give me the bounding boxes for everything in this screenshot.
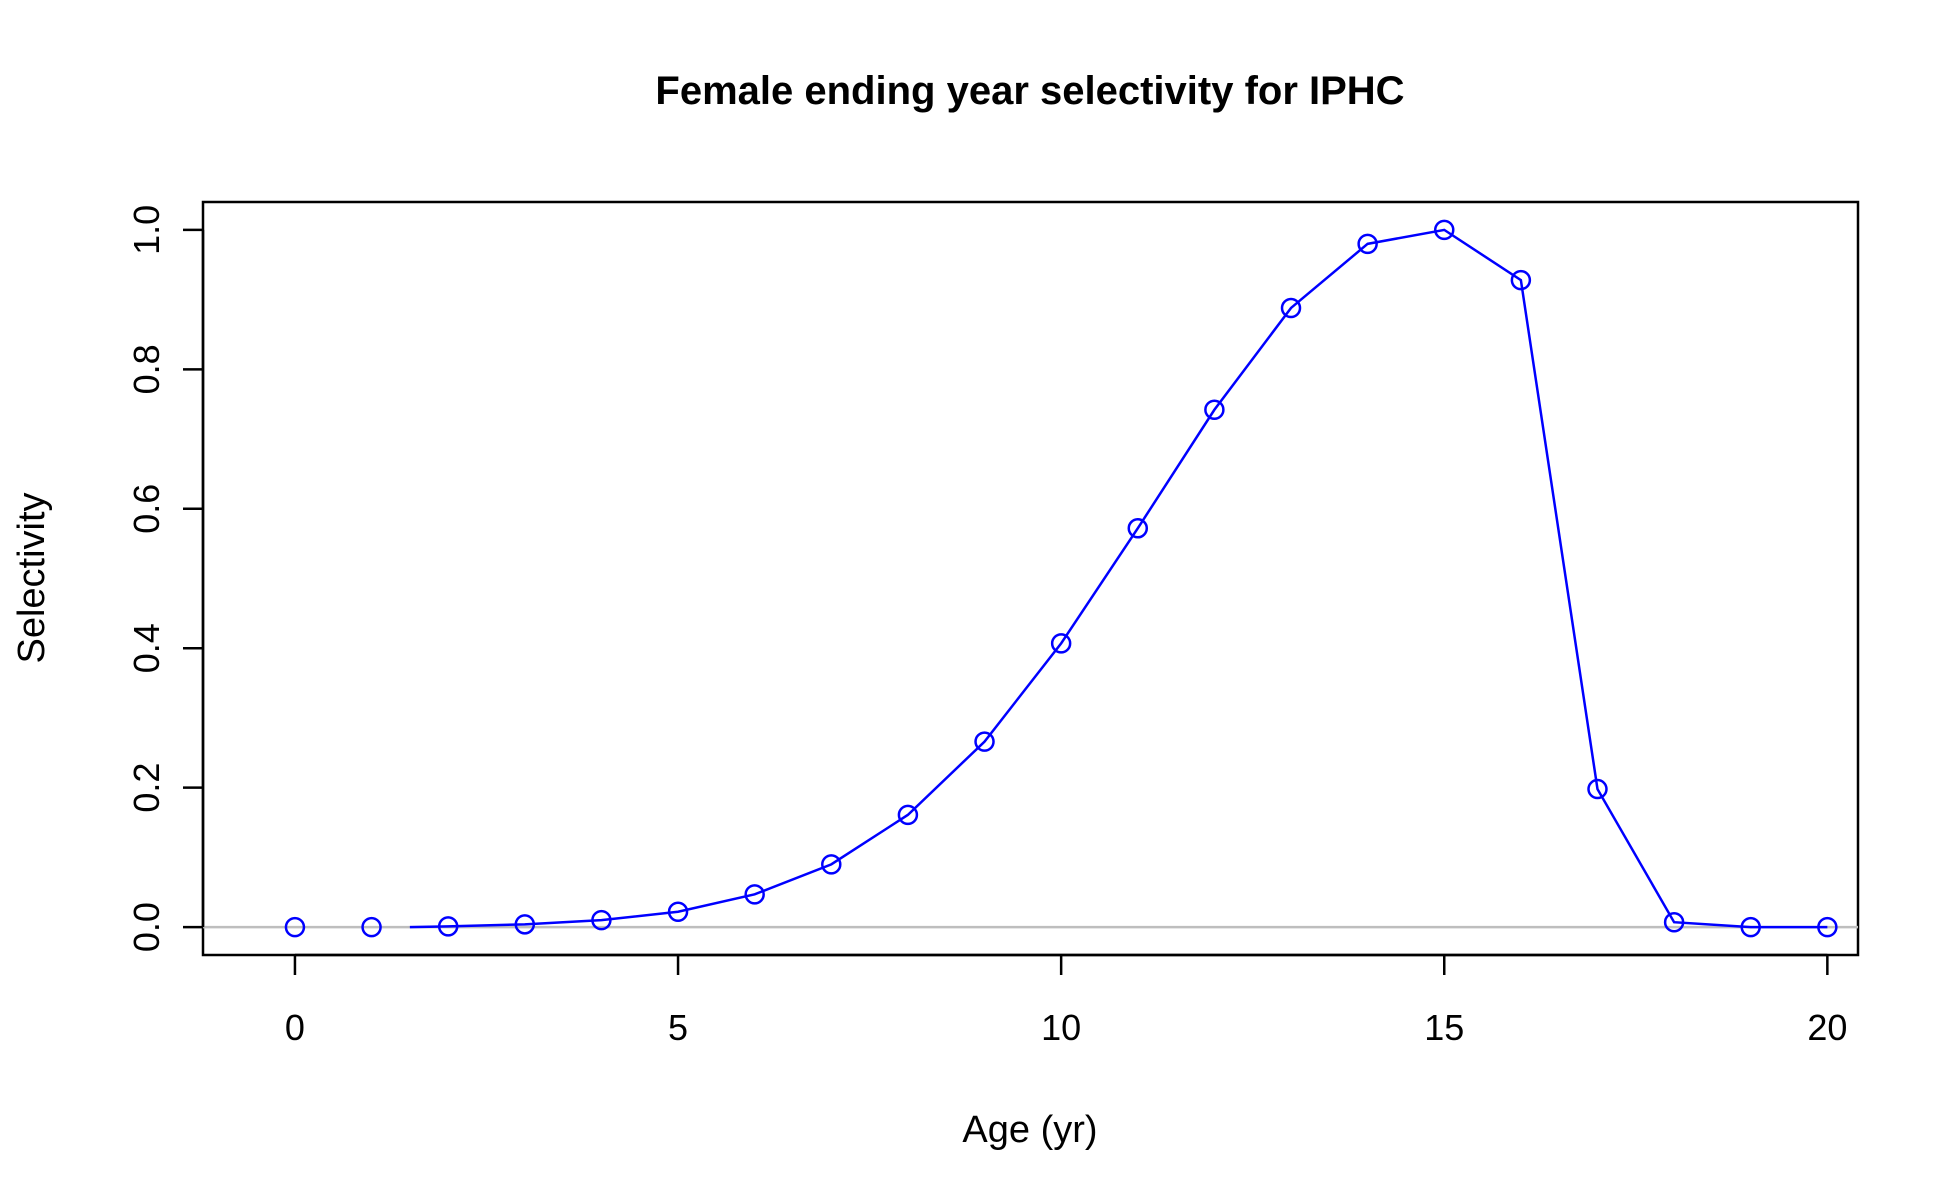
x-tick-label: 15 [1424, 1007, 1464, 1048]
x-tick-label: 20 [1807, 1007, 1847, 1048]
data-point [667, 901, 689, 923]
data-point [1204, 399, 1225, 421]
y-tick-label: 0.2 [126, 763, 167, 813]
data-point [1050, 633, 1072, 654]
data-point [1434, 219, 1455, 241]
x-axis-label: Age (yr) [962, 1109, 1097, 1151]
y-axis: 0.0 0.2 0.4 0.6 0.8 1.0 [126, 205, 205, 952]
data-point [591, 909, 612, 931]
y-tick-label: 0.0 [126, 902, 167, 952]
data-point [437, 916, 459, 937]
data-point [1587, 778, 1608, 800]
series-line [409, 228, 1828, 929]
y-tick-label: 0.8 [126, 344, 167, 394]
data-point [514, 914, 536, 935]
x-tick-label: 0 [285, 1007, 305, 1048]
data-point [1127, 518, 1149, 539]
x-tick-label: 10 [1041, 1007, 1081, 1048]
data-point [1357, 233, 1378, 255]
data-point [744, 884, 765, 905]
x-axis: 0 5 10 15 20 [285, 953, 1847, 1048]
series-points [284, 219, 1838, 938]
y-tick-label: 1.0 [126, 205, 167, 255]
y-axis-label: Selectivity [11, 492, 53, 663]
plot-frame [201, 200, 1860, 957]
chart-title: Female ending year selectivity for IPHC [655, 69, 1404, 113]
data-point [1280, 297, 1302, 319]
data-point [284, 916, 306, 938]
data-point [897, 804, 919, 826]
data-point [1740, 916, 1761, 938]
data-point [361, 916, 382, 938]
data-point [1817, 916, 1838, 938]
data-point [821, 854, 842, 875]
data-point [974, 731, 995, 752]
y-tick-label: 0.4 [126, 623, 167, 673]
data-point [1663, 911, 1685, 933]
x-tick-label: 5 [668, 1007, 688, 1048]
data-point [1510, 269, 1532, 291]
y-tick-label: 0.6 [126, 484, 167, 534]
